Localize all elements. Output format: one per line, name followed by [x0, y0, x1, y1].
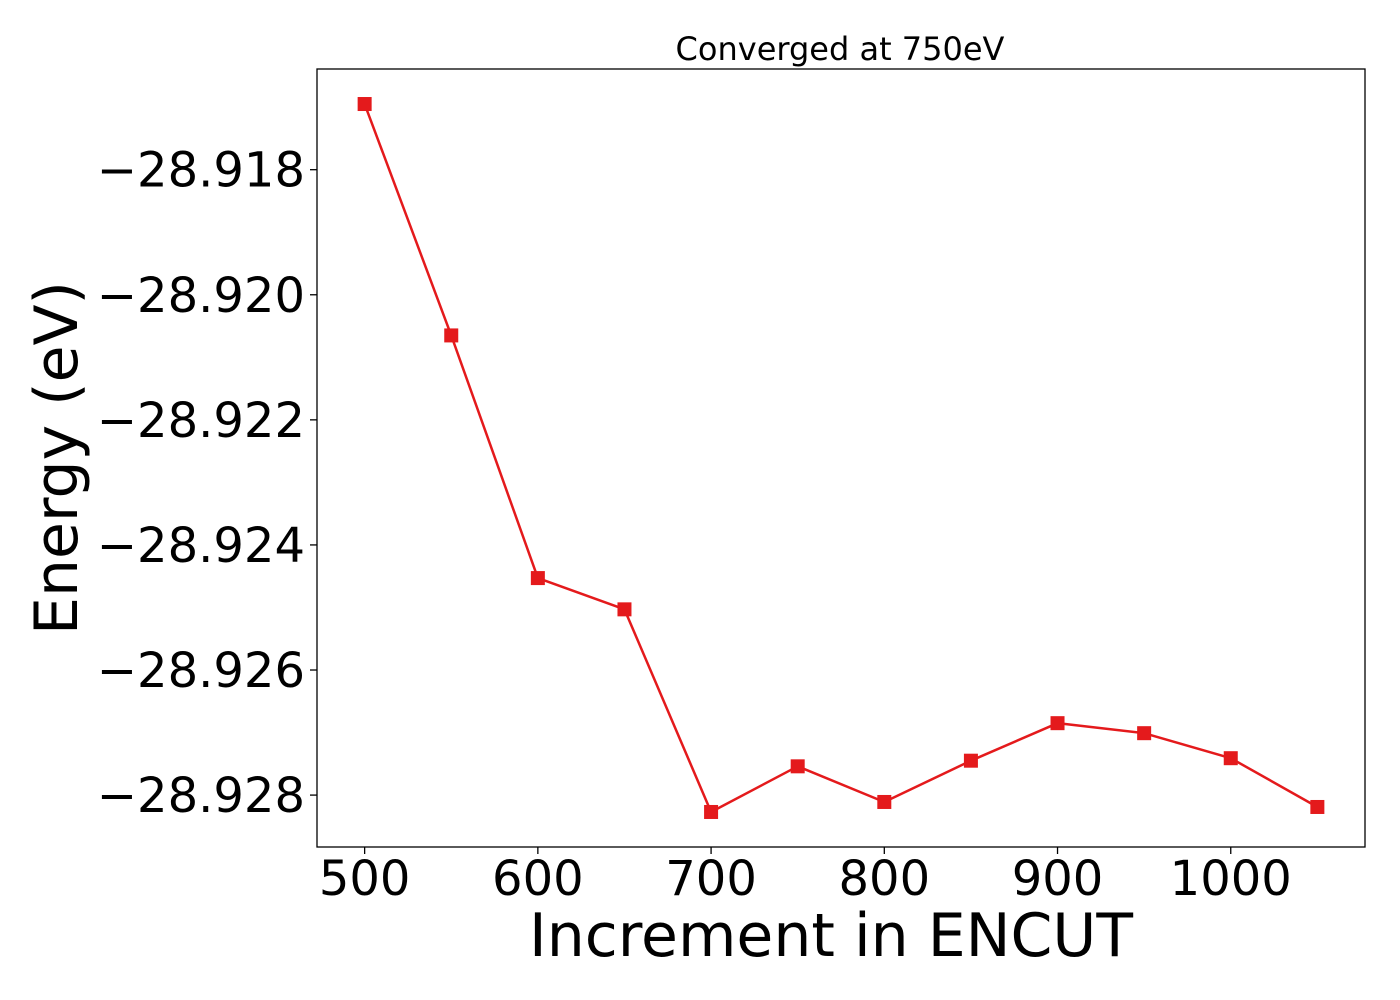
- y-tick-label: −28.922: [97, 393, 305, 449]
- chart-title: Converged at 750eV: [676, 30, 1005, 68]
- series-line: [363, 103, 1318, 814]
- data-point-marker: [963, 753, 978, 768]
- x-tick-label: 800: [838, 851, 930, 907]
- x-tick-label: 600: [492, 851, 584, 907]
- plot-area-frame: [316, 68, 1366, 848]
- data-point-marker: [790, 759, 805, 774]
- data-point-marker: [444, 328, 459, 343]
- y-tick-label: −28.920: [97, 268, 305, 324]
- data-point-marker: [617, 602, 632, 617]
- x-axis-ticks: 500 600 700 800 900 1000: [319, 847, 1292, 907]
- y-tick-label: −28.924: [97, 518, 305, 574]
- data-point-marker: [877, 794, 892, 809]
- x-tick-label: 700: [665, 851, 757, 907]
- x-tick-label: 1000: [1170, 851, 1292, 907]
- y-tick-label: −28.918: [97, 143, 305, 199]
- data-point-marker: [1137, 726, 1152, 741]
- y-axis-label: Energy (eV): [22, 281, 92, 635]
- data-point-marker: [357, 97, 372, 112]
- x-axis-label: Increment in ENCUT: [529, 901, 1133, 971]
- x-tick-label: 900: [1012, 851, 1104, 907]
- data-point-marker: [704, 804, 719, 819]
- x-tick-label: 500: [319, 851, 411, 907]
- data-point-marker: [1310, 799, 1325, 814]
- data-point-marker: [1050, 716, 1065, 731]
- data-point-marker: [530, 571, 545, 586]
- data-point-marker: [1223, 751, 1238, 766]
- y-axis-ticks: −28.918 −28.920 −28.922 −28.924 −28.926 −28.9…: [97, 143, 317, 824]
- series-layer: [357, 97, 1325, 819]
- y-tick-label: −28.926: [97, 643, 305, 699]
- y-tick-label: −28.928: [97, 768, 305, 824]
